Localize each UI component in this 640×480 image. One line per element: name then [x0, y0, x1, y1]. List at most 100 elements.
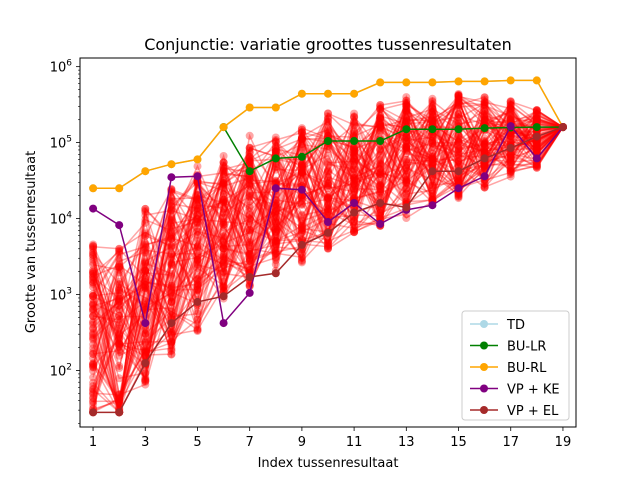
background-series-point: [115, 257, 124, 266]
background-series-point: [193, 285, 202, 294]
background-series-point: [454, 192, 463, 201]
background-series-point: [532, 161, 541, 170]
background-series-point: [350, 177, 359, 186]
background-series-point: [454, 101, 463, 110]
background-series-point: [454, 189, 463, 198]
background-series-line: [92, 99, 564, 354]
background-series-point: [454, 177, 463, 185]
background-series-point: [376, 169, 385, 177]
background-series-point: [376, 165, 385, 174]
background-series-line: [92, 103, 564, 368]
background-series-point: [193, 326, 202, 335]
background-series-point: [350, 224, 359, 233]
background-series-point: [115, 318, 124, 327]
background-series-point: [428, 94, 437, 103]
background-series-point: [271, 249, 280, 258]
background-series-point: [376, 188, 385, 196]
background-series-point: [115, 394, 124, 403]
background-series-point: [167, 198, 176, 207]
background-series-point: [297, 166, 306, 175]
background-series-point: [245, 266, 254, 274]
background-series-point: [89, 311, 98, 320]
background-series-point: [141, 259, 150, 268]
background-series-line: [92, 120, 564, 371]
background-series-point: [454, 145, 463, 154]
background-series-point: [506, 131, 515, 140]
background-series-point: [350, 179, 359, 188]
background-series-point: [219, 244, 228, 253]
background-series-point: [245, 181, 254, 190]
background-series-point: [506, 137, 515, 146]
background-series-point: [324, 193, 332, 202]
background-series-point: [480, 147, 489, 156]
background-series-point: [219, 242, 228, 251]
background-series-point: [350, 227, 359, 236]
background-series-point: [167, 243, 176, 252]
background-series-point: [115, 334, 124, 343]
background-series-point: [297, 134, 306, 143]
background-series-point: [350, 228, 359, 237]
background-series-point: [245, 144, 254, 153]
background-series-point: [245, 174, 254, 183]
background-series-point: [115, 338, 124, 347]
background-series-point: [219, 158, 228, 167]
background-series-point: [454, 95, 463, 104]
background-series-point: [480, 100, 489, 109]
background-series-point: [193, 218, 202, 227]
background-series-point: [480, 179, 489, 188]
background-series-point: [350, 129, 359, 138]
background-series-point: [245, 172, 254, 181]
background-series-point: [324, 127, 332, 135]
background-series-line: [92, 108, 564, 311]
background-series-point: [141, 240, 150, 249]
background-series-point: [297, 200, 306, 209]
background-series-point: [324, 206, 332, 215]
background-series-point: [193, 315, 202, 324]
background-series-point: [193, 215, 202, 224]
background-series-point: [480, 93, 489, 102]
background-series-point: [219, 172, 228, 181]
background-series-point: [141, 206, 150, 215]
background-series-point: [454, 147, 463, 155]
background-series-point: [115, 311, 124, 320]
background-series-line: [92, 121, 564, 383]
background-series-point: [193, 204, 202, 213]
background-series-point: [167, 330, 176, 339]
background-series-point: [89, 359, 98, 368]
background-series-point: [89, 292, 98, 301]
background-series-line: [92, 101, 564, 336]
background-series-point: [350, 151, 359, 160]
background-series-point: [271, 245, 280, 254]
background-series-point: [402, 177, 411, 186]
background-series-point: [324, 158, 332, 167]
background-series-point: [89, 373, 98, 382]
background-series-point: [324, 179, 332, 188]
background-series-point: [324, 193, 332, 202]
background-series-point: [350, 144, 359, 153]
background-series-point: [428, 158, 437, 167]
background-series-point: [219, 167, 228, 175]
background-series-point: [454, 140, 463, 149]
background-series-point: [167, 298, 176, 307]
plot-area: [89, 76, 567, 417]
background-series-point: [115, 294, 124, 303]
y-axis-label: Grootte van tussenresultaat: [24, 151, 39, 333]
background-series-point: [350, 155, 359, 163]
background-series-point: [428, 157, 437, 166]
background-series-point: [376, 170, 385, 179]
background-series-point: [245, 214, 254, 223]
background-series-point: [115, 280, 124, 289]
background-series-point: [454, 91, 463, 100]
background-series-point: [89, 360, 98, 369]
series-point-bu-rl: [141, 167, 150, 176]
background-series-point: [454, 110, 463, 119]
background-series-point: [115, 263, 124, 272]
background-series-point: [506, 136, 515, 145]
background-series-point: [115, 296, 124, 305]
background-series-point: [506, 166, 515, 175]
background-series-point: [115, 262, 124, 271]
background-series-point: [167, 224, 176, 233]
background-series-point: [167, 286, 176, 295]
background-series-point: [454, 98, 463, 107]
background-series-point: [141, 268, 150, 277]
